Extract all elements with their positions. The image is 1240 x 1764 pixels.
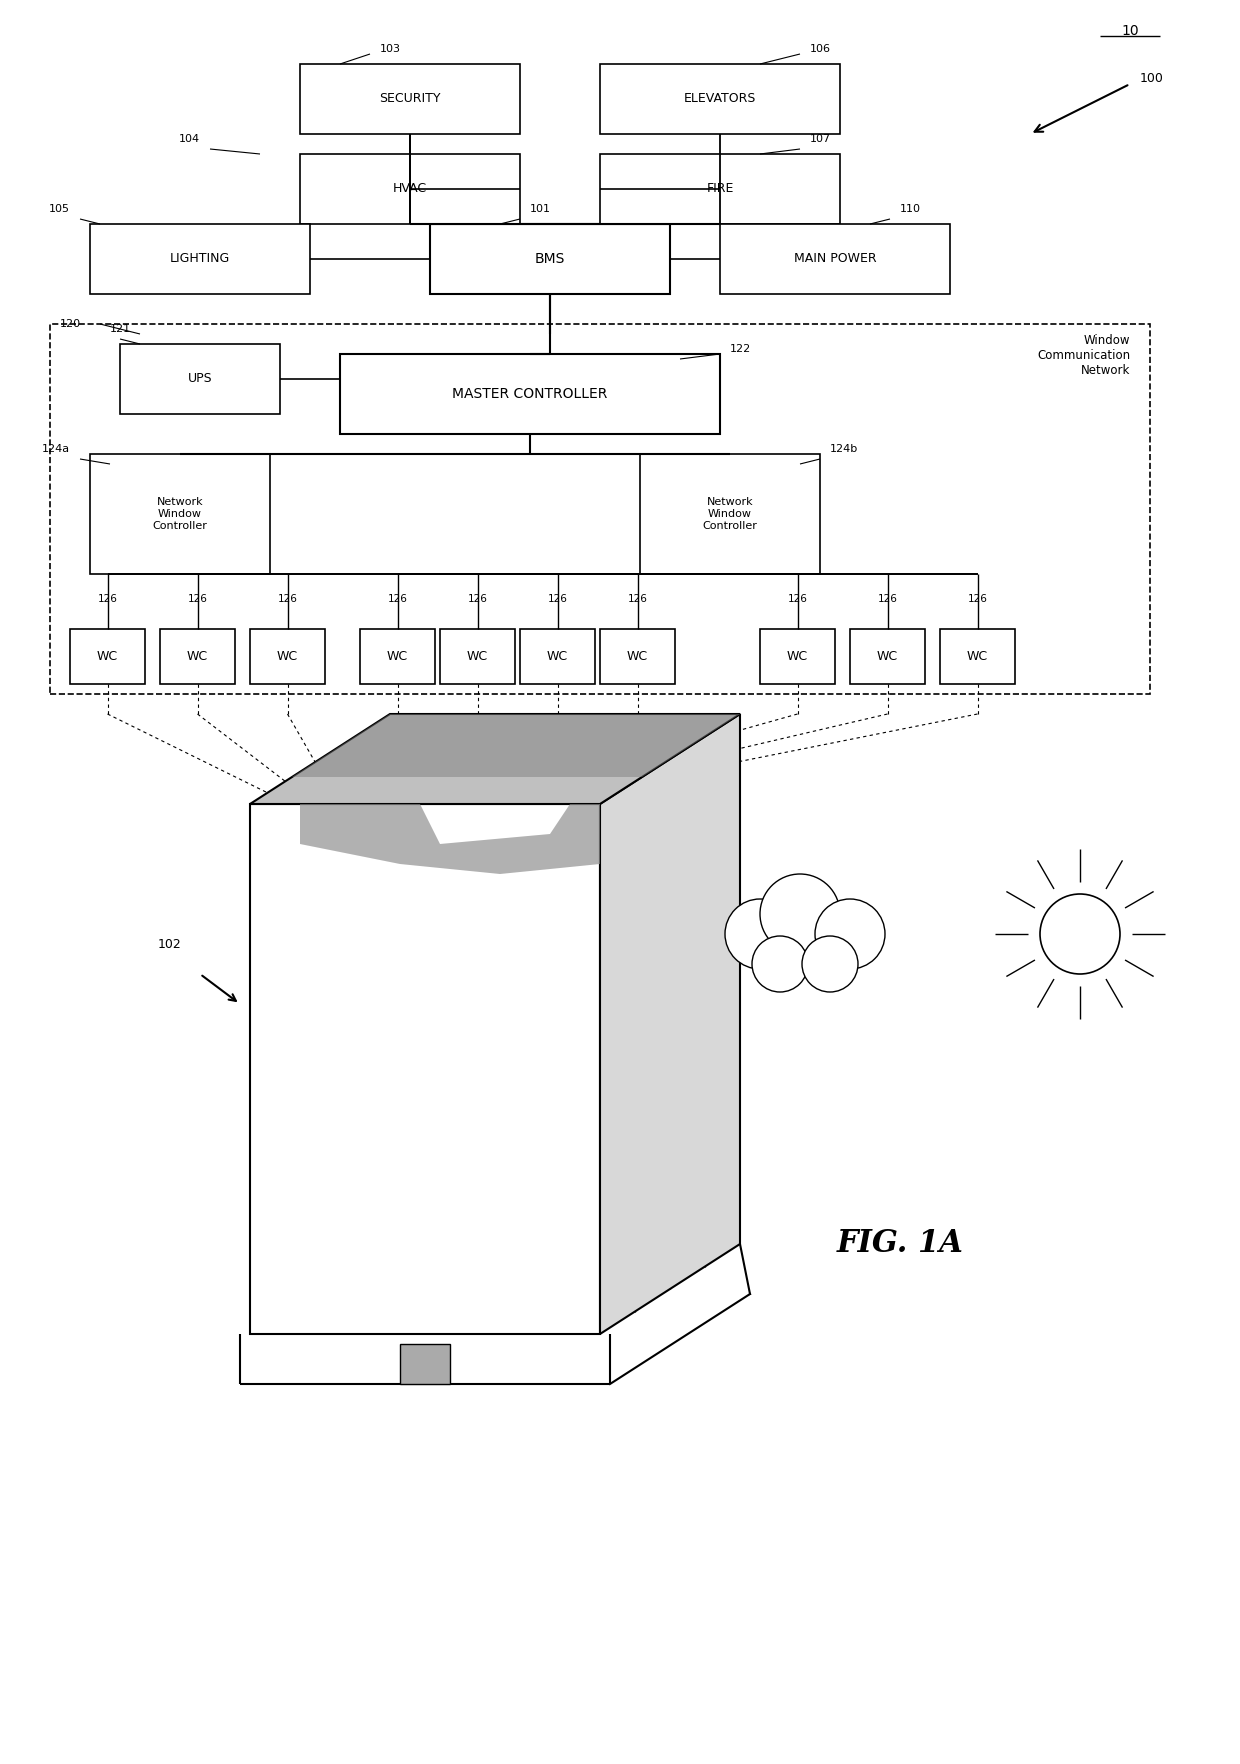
FancyBboxPatch shape [91, 453, 270, 573]
Text: WC: WC [277, 649, 298, 663]
Text: MASTER CONTROLLER: MASTER CONTROLLER [453, 386, 608, 400]
Text: 126: 126 [548, 594, 568, 603]
FancyBboxPatch shape [69, 630, 145, 684]
Text: SECURITY: SECURITY [379, 92, 440, 106]
Text: WC: WC [97, 649, 118, 663]
FancyBboxPatch shape [360, 630, 435, 684]
Circle shape [760, 873, 839, 954]
Text: 126: 126 [787, 594, 807, 603]
FancyBboxPatch shape [300, 64, 520, 134]
Text: 126: 126 [967, 594, 987, 603]
Circle shape [751, 937, 808, 991]
FancyBboxPatch shape [91, 224, 310, 295]
Circle shape [1040, 894, 1120, 974]
Text: 122: 122 [730, 344, 751, 355]
FancyBboxPatch shape [300, 153, 520, 224]
Text: HVAC: HVAC [393, 182, 427, 196]
FancyBboxPatch shape [430, 224, 670, 295]
Text: WC: WC [547, 649, 568, 663]
Text: WC: WC [877, 649, 898, 663]
Text: Network
Window
Controller: Network Window Controller [153, 497, 207, 531]
Polygon shape [250, 804, 600, 1334]
Text: 126: 126 [278, 594, 298, 603]
Text: 120: 120 [60, 319, 81, 330]
Text: 126: 126 [98, 594, 118, 603]
Text: WC: WC [967, 649, 988, 663]
Text: WC: WC [187, 649, 208, 663]
Text: 106: 106 [810, 44, 831, 55]
FancyBboxPatch shape [120, 344, 280, 415]
Polygon shape [300, 804, 600, 873]
Text: 102: 102 [159, 937, 182, 951]
Text: 124b: 124b [830, 445, 858, 453]
FancyBboxPatch shape [520, 630, 595, 684]
Bar [401, 1344, 450, 1385]
Text: 100: 100 [1140, 72, 1164, 85]
Text: 105: 105 [50, 205, 69, 213]
Text: 10: 10 [1121, 25, 1138, 39]
Text: UPS: UPS [187, 372, 212, 386]
Text: 126: 126 [187, 594, 207, 603]
Text: ELEVATORS: ELEVATORS [683, 92, 756, 106]
Polygon shape [250, 714, 740, 804]
FancyBboxPatch shape [940, 630, 1016, 684]
Text: BMS: BMS [534, 252, 565, 266]
Text: 104: 104 [179, 134, 200, 145]
FancyBboxPatch shape [160, 630, 236, 684]
Text: FIRE: FIRE [707, 182, 734, 196]
Text: WC: WC [627, 649, 649, 663]
Text: MAIN POWER: MAIN POWER [794, 252, 877, 266]
Text: WC: WC [387, 649, 408, 663]
Text: Window
Communication
Network: Window Communication Network [1037, 333, 1130, 377]
Text: Network
Window
Controller: Network Window Controller [703, 497, 758, 531]
Polygon shape [600, 714, 740, 1334]
FancyBboxPatch shape [250, 630, 325, 684]
FancyBboxPatch shape [760, 630, 835, 684]
Text: 126: 126 [627, 594, 647, 603]
Text: 101: 101 [529, 205, 551, 213]
FancyBboxPatch shape [849, 630, 925, 684]
Text: WC: WC [467, 649, 489, 663]
FancyBboxPatch shape [600, 153, 839, 224]
Text: 107: 107 [810, 134, 831, 145]
Text: WC: WC [787, 649, 808, 663]
Text: 126: 126 [388, 594, 408, 603]
Text: 126: 126 [878, 594, 898, 603]
Text: 124a: 124a [42, 445, 69, 453]
FancyBboxPatch shape [600, 630, 675, 684]
FancyBboxPatch shape [640, 453, 820, 573]
Circle shape [725, 900, 795, 968]
FancyBboxPatch shape [440, 630, 515, 684]
Circle shape [815, 900, 885, 968]
Text: FIG. 1A: FIG. 1A [837, 1228, 963, 1259]
Circle shape [802, 937, 858, 991]
FancyBboxPatch shape [340, 355, 720, 434]
Text: 121: 121 [110, 325, 131, 333]
Text: 110: 110 [900, 205, 921, 213]
Text: 103: 103 [379, 44, 401, 55]
Text: LIGHTING: LIGHTING [170, 252, 231, 266]
FancyBboxPatch shape [720, 224, 950, 295]
FancyBboxPatch shape [600, 64, 839, 134]
Text: 126: 126 [467, 594, 487, 603]
Polygon shape [291, 714, 740, 776]
